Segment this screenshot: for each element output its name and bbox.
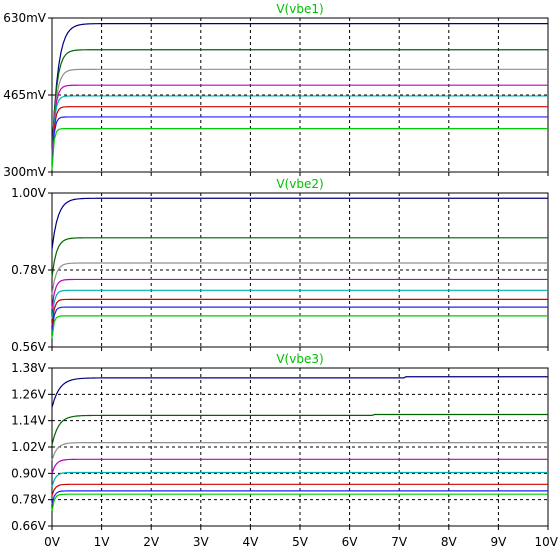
series-line-6 — [51, 298, 548, 327]
y-tick-label: 0.56V — [11, 340, 47, 354]
y-tick-label: 1.26V — [11, 387, 47, 401]
x-tick-label: 10V — [535, 535, 559, 549]
x-tick-label: 0V — [44, 535, 61, 549]
series-line-1 — [51, 376, 548, 408]
x-tick-label: 6V — [342, 535, 359, 549]
panel-title: V(vbe2) — [276, 177, 323, 191]
series-line-5 — [51, 289, 548, 320]
y-tick-label: 0.90V — [11, 466, 47, 480]
y-tick-label: 300mV — [3, 165, 47, 179]
series-line-4 — [51, 458, 548, 474]
panel-2: 1.00V 0.78V 0.56V V(vbe2) — [11, 177, 549, 354]
series-line-3 — [51, 262, 548, 295]
series-line-8 — [51, 128, 548, 170]
y-tick-label: 465mV — [3, 88, 47, 102]
series-line-6 — [51, 106, 548, 166]
y-tick-label: 0.78V — [11, 493, 47, 507]
series-line-5 — [51, 471, 548, 487]
y-tick-label: 1.00V — [11, 186, 47, 200]
series-line-2 — [51, 413, 548, 445]
x-tick-label: 1V — [94, 535, 111, 549]
x-tick-label: 4V — [242, 535, 259, 549]
series-line-8 — [51, 315, 548, 339]
series-line-2 — [51, 49, 548, 156]
y-tick-label: 0.66V — [11, 519, 47, 533]
series-line-3 — [51, 442, 548, 461]
y-tick-label: 0.78V — [11, 263, 47, 277]
y-tick-label: 630mV — [3, 11, 47, 25]
series-line-1 — [51, 23, 548, 154]
panel-title: V(vbe3) — [276, 352, 323, 366]
x-tick-label: 3V — [193, 535, 210, 549]
panel-title: V(vbe1) — [276, 2, 323, 16]
series-line-7 — [51, 116, 548, 168]
series-line-4 — [51, 84, 548, 161]
series-line-6 — [51, 483, 548, 496]
series-line-7 — [51, 490, 548, 505]
x-tick-label: 2V — [143, 535, 160, 549]
series-line-8 — [51, 493, 548, 511]
series-line-2 — [51, 237, 548, 278]
y-tick-label: 1.14V — [11, 414, 47, 428]
y-tick-label: 1.38V — [11, 361, 47, 375]
x-tick-label: 7V — [391, 535, 408, 549]
series-line-5 — [51, 95, 548, 163]
series-line-3 — [51, 68, 548, 159]
x-tick-label: 8V — [441, 535, 458, 549]
series-line-7 — [51, 306, 548, 334]
series-line-4 — [51, 278, 548, 309]
x-tick-label: 9V — [490, 535, 507, 549]
y-tick-label: 1.02V — [11, 440, 47, 454]
panel-3: 1.38V 1.26V 1.14V 1.02V 0.90V 0.78V 0.66V V(vbe… — [11, 352, 559, 549]
x-tick-label: 5V — [292, 535, 309, 549]
series-line-1 — [51, 197, 548, 250]
panel-1: 630mV 465mV 300mV V(vbe1) — [3, 2, 549, 179]
